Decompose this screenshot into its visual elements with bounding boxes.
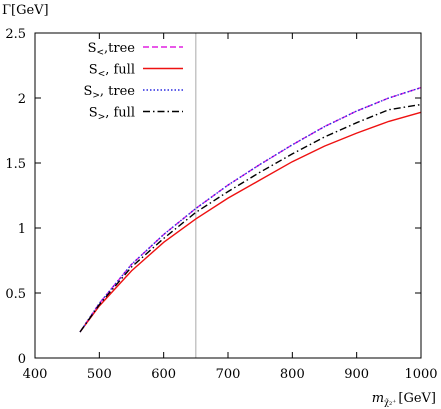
x-tick-label: 800 [280, 367, 305, 382]
axes-layer: 400 500 600 700 800 900 1000 0 0.5 1 1.5 2 2.5 [5, 27, 437, 382]
y-tick-label: 2.5 [5, 27, 26, 42]
plot-frame [34, 32, 422, 359]
x-tick-label: 400 [23, 367, 48, 382]
legend-label: S>, tree [83, 84, 135, 101]
legend-label: S<,tree [88, 41, 136, 58]
x-tick-label: 600 [151, 367, 176, 382]
y-tick-label: 1.5 [5, 157, 26, 172]
legend: S<,tree S<, full S>, tree S>, full [83, 41, 183, 123]
x-tick-label: 1000 [404, 367, 437, 382]
x-tick-label: 900 [344, 367, 369, 382]
x-tick-label: 500 [87, 367, 112, 382]
legend-entry: S>, full [89, 106, 183, 123]
legend-entry: S<,tree [88, 41, 183, 58]
x-axis-title-base: m [372, 391, 384, 406]
x-axis-title-subscript: χ̃₂⁺ [384, 398, 396, 407]
series-line-1 [79, 86, 422, 333]
y-tick-label: 1 [18, 222, 26, 237]
series-line-4 [79, 103, 422, 333]
x-axis-title: mχ̃₂⁺ [GeV] [372, 391, 436, 407]
y-axis-title: Γ[GeV] [2, 3, 49, 18]
y-tick-label: 0 [18, 352, 26, 367]
x-tick-label: 700 [216, 367, 241, 382]
legend-entry: S>, tree [83, 84, 183, 101]
x-axis-title-unit: [GeV] [398, 391, 436, 406]
plot-layer [79, 33, 422, 358]
legend-label: S>, full [89, 106, 135, 123]
legend-label: S<, full [89, 63, 135, 80]
series-line-3 [79, 86, 422, 333]
y-tick-label: 2 [18, 92, 26, 107]
legend-entry: S<, full [89, 63, 183, 80]
y-tick-label: 0.5 [5, 287, 26, 302]
series-line-2 [79, 111, 422, 333]
